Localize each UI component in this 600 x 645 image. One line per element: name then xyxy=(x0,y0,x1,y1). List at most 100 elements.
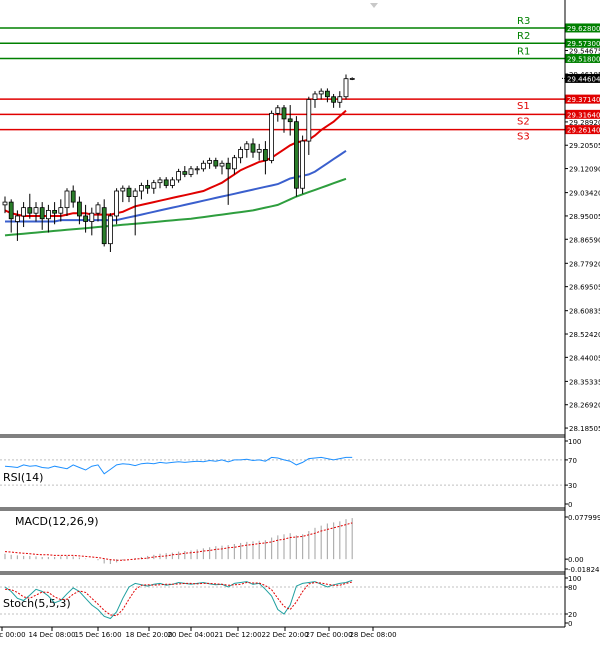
moving-average-red xyxy=(4,109,347,217)
level-name-s1: S1 xyxy=(517,101,530,112)
candle-body xyxy=(244,143,250,150)
candle-body xyxy=(250,143,256,153)
price-axis-label: 28.77920 xyxy=(569,260,600,268)
price-panel: 28.18505 28.26920 28.35335 28.44005 28.52420… xyxy=(0,16,600,433)
candle-body xyxy=(349,78,355,80)
level-name-r2: R2 xyxy=(517,31,530,42)
level-price-label: 29.62800 xyxy=(567,25,600,33)
candle-body xyxy=(70,190,76,203)
stoch-k-line xyxy=(4,579,353,620)
macd-axis-label: 0.00 xyxy=(568,556,584,564)
candle-body xyxy=(169,179,175,186)
candle-body xyxy=(269,112,275,161)
candle-body xyxy=(151,182,157,189)
candle-body xyxy=(2,201,8,206)
stoch-axis-label: 0 xyxy=(568,620,572,628)
candle-body xyxy=(275,107,281,114)
level-name-s3: S3 xyxy=(517,132,530,143)
price-axis-label: 28.69505 xyxy=(569,284,600,292)
candle-body xyxy=(21,207,27,217)
time-axis-label: 13 Dec 00:00 xyxy=(0,631,26,639)
rsi-panel: RSI(14) 100 70 30 0 xyxy=(0,436,581,509)
macd-panel: MACD(12,26,9) 0.077999 0.00 -0.018246 xyxy=(0,509,600,574)
candle-body xyxy=(324,90,330,98)
candle-body xyxy=(132,190,138,197)
rsi-line xyxy=(4,456,353,475)
candle-body xyxy=(207,160,213,164)
candle-body xyxy=(138,185,144,192)
price-axis-label: 28.60835 xyxy=(569,308,600,316)
candle-body xyxy=(77,201,82,217)
stoch-d-line xyxy=(4,581,353,617)
level-price-tag xyxy=(565,109,600,119)
pivot-levels: R3 29.62800 R2 29.57300 R1 29.51800 S1 29.37140… xyxy=(0,16,600,143)
candle-body xyxy=(306,99,312,142)
rsi-title: RSI(14) xyxy=(3,471,43,484)
price-tags: 29.44604 xyxy=(562,73,600,83)
level-name-s2: S2 xyxy=(517,116,530,127)
candle-body xyxy=(343,78,349,98)
rsi-axis-label: 30 xyxy=(568,482,577,490)
time-axis-label: 20 Dec 04:00 xyxy=(167,631,214,639)
candles xyxy=(2,74,355,252)
level-price-tag xyxy=(565,94,600,104)
time-axis-label: 14 Dec 08:00 xyxy=(28,631,75,639)
level-price-label: 29.37140 xyxy=(567,96,600,104)
candle-body xyxy=(83,215,88,222)
time-axis-label: 15 Dec 16:00 xyxy=(74,631,121,639)
level-name-r1: R1 xyxy=(517,46,530,57)
macd-axis-label: 0.077999 xyxy=(568,514,600,522)
candle-body xyxy=(200,162,206,170)
candle-body xyxy=(52,210,57,214)
price-axis: 28.18505 28.26920 28.35335 28.44005 28.52420… xyxy=(565,47,600,433)
candle-body xyxy=(8,201,14,220)
macd-axis-label: -0.018246 xyxy=(568,566,600,574)
time-axis-label: 27 Dec 00:00 xyxy=(305,631,352,639)
macd-signal-line xyxy=(4,522,353,561)
current-price-label: 29.44604 xyxy=(567,75,600,83)
candle-body xyxy=(120,187,126,192)
candle-body xyxy=(157,179,163,184)
price-axis-label: 28.86590 xyxy=(569,236,600,244)
price-axis-label: 28.26920 xyxy=(569,402,600,410)
rsi-axis-label: 0 xyxy=(568,501,572,509)
candle-body xyxy=(213,160,219,167)
price-axis-label: 29.54675 xyxy=(569,47,600,55)
candle-body xyxy=(337,96,343,103)
candle-body xyxy=(256,149,262,153)
candle-body xyxy=(219,162,225,167)
time-axis-label: 28 Dec 08:00 xyxy=(349,631,396,639)
candle-body xyxy=(14,215,20,222)
level-price-tag xyxy=(565,38,600,48)
candle-body xyxy=(89,212,95,222)
candle-body xyxy=(46,210,51,220)
price-axis-label: 29.28920 xyxy=(569,119,600,127)
candle-body xyxy=(101,207,107,245)
price-axis-label: 28.52420 xyxy=(569,331,600,339)
price-axis-label: 29.20505 xyxy=(569,142,600,150)
level-name-r3: R3 xyxy=(517,16,530,27)
candle-body xyxy=(331,96,337,103)
price-axis-label: 28.35335 xyxy=(569,378,600,386)
chart-shift-marker xyxy=(370,3,378,8)
rsi-axis-label: 70 xyxy=(568,457,577,465)
current-price-tag xyxy=(565,73,600,83)
price-axis-label: 28.18505 xyxy=(569,425,600,433)
price-axis-label: 29.03420 xyxy=(569,190,600,198)
price-axis-label: 28.95005 xyxy=(569,213,600,221)
candle-body xyxy=(318,90,324,95)
level-price-tag xyxy=(565,53,600,63)
chart-frame xyxy=(0,0,566,627)
candle-body xyxy=(262,149,268,161)
candle-body xyxy=(64,190,70,209)
candle-body xyxy=(39,207,45,220)
moving-average-blue xyxy=(5,149,347,223)
level-price-label: 29.31640 xyxy=(567,111,600,119)
candle-body xyxy=(163,179,169,186)
candle-body xyxy=(176,171,182,181)
level-price-label: 29.57300 xyxy=(567,40,600,48)
level-price-tag xyxy=(565,125,600,135)
